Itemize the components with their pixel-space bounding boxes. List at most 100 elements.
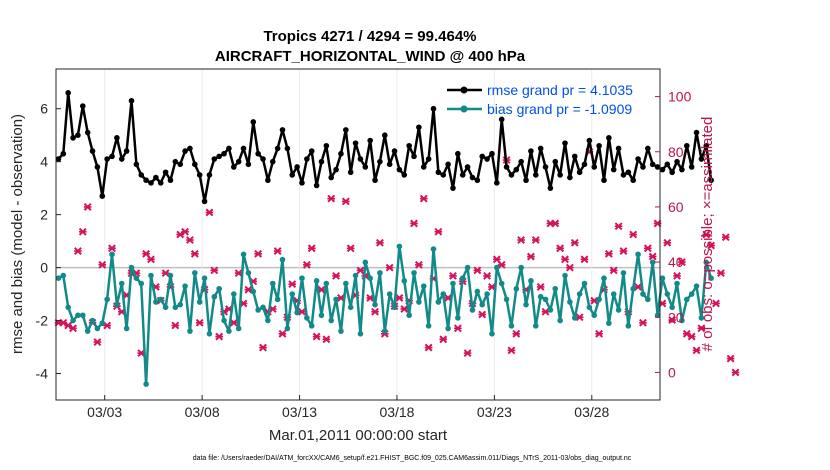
obs-count-marker [707,241,716,250]
bias-point [294,309,300,316]
rmse-point [240,145,247,152]
obs-count-marker [414,260,423,269]
bias-point [606,320,612,327]
rmse-point [445,161,451,168]
rmse-point [333,166,339,173]
rmse-point [196,172,203,178]
rmse-point [567,174,573,181]
obs-count-marker [327,194,336,203]
bias-point [265,317,271,324]
obs-count-marker [726,354,735,363]
rmse-point [230,164,237,170]
rmse-point [206,172,213,178]
rmse-point [255,150,261,157]
bias-point [674,280,680,287]
bias-point [94,325,101,332]
y2-tick-label: 0 [668,364,676,380]
obs-count-marker [78,227,87,236]
rmse-point [84,129,91,136]
obs-count-marker [419,194,428,203]
bias-point [211,293,218,300]
obs-count-marker [721,233,730,242]
bias-point [386,291,393,297]
bias-point [304,315,310,321]
bias-point [343,280,349,287]
rmse-point [162,169,169,176]
bias-point [508,323,515,329]
bias-point [498,280,505,287]
bias-point [576,291,583,297]
rmse-point [167,177,174,184]
y-tick-label: 2 [40,207,48,223]
bias-point [138,280,145,287]
obs-count-marker [609,266,618,275]
y2-axis-label: # of obs: o=possible; ×=assimilated [699,117,716,352]
rmse-point [153,174,159,181]
rmse-point [503,164,510,170]
rmse-point [581,161,588,168]
obs-count-marker [332,271,340,280]
obs-count-marker [643,244,652,253]
obs-count-marker [687,332,696,341]
rmse-point [386,161,393,168]
chart-subtitle: AIRCRAFT_HORIZONTAL_WIND @ 400 hPa [215,48,526,65]
rmse-point [157,180,164,186]
rmse-point [328,174,335,181]
bias-point [333,296,339,303]
bias-point [679,317,685,324]
rmse-point [250,119,257,125]
rmse-point [654,164,661,170]
x-tick-label: 03/03 [87,404,122,420]
legend-rmse-label: rmse grand pr = 4.1035 [487,82,633,98]
bias-point [625,323,632,329]
rmse-point [148,180,154,186]
bias-point [70,317,76,324]
obs-count-marker [171,321,180,330]
y-axis-label: rmse and bias (model - observation) [9,114,26,354]
bias-series [55,243,714,387]
obs-count-marker [473,266,482,275]
bias-point [537,293,544,300]
bias-point [79,312,86,319]
bias-point [377,270,383,276]
rmse-point [211,156,218,162]
rmse-point [615,145,622,152]
obs-count-marker [512,329,521,338]
bias-point [581,280,588,287]
bias-point [479,301,486,308]
rmse-point [620,172,627,178]
bias-point [494,264,500,271]
rmse-point [313,182,320,189]
obs-count-marker [108,244,116,253]
bias-point [128,264,135,271]
rmse-point [596,142,602,149]
obs-count-marker [712,299,720,308]
bias-point [459,275,466,281]
bias-point [89,317,96,324]
obs-count-marker [288,280,297,289]
bias-point [284,325,291,332]
rmse-point [576,169,583,176]
rmse-point [104,156,110,162]
rmse-point [489,150,495,157]
rmse-point [99,193,106,199]
bias-point [547,307,554,313]
chart-title: Tropics 4271 / 4294 = 99.464% [263,28,476,45]
obs-count-marker [517,236,526,244]
bias-point [352,272,359,279]
bias-point [55,275,62,281]
rmse-point [318,158,325,165]
rmse-point [406,142,412,149]
rmse-point [367,137,373,144]
rmse-point [109,153,115,160]
bias-point [523,301,529,308]
obs-count-marker [83,203,92,211]
obs-count-marker [619,247,628,255]
bias-point [367,275,373,281]
rmse-point [703,142,710,149]
rmse-point [416,124,422,131]
y2-tick-label: 40 [668,254,684,270]
rmse-point [474,177,481,184]
obs-count-marker [570,238,579,247]
rmse-point [698,156,705,162]
